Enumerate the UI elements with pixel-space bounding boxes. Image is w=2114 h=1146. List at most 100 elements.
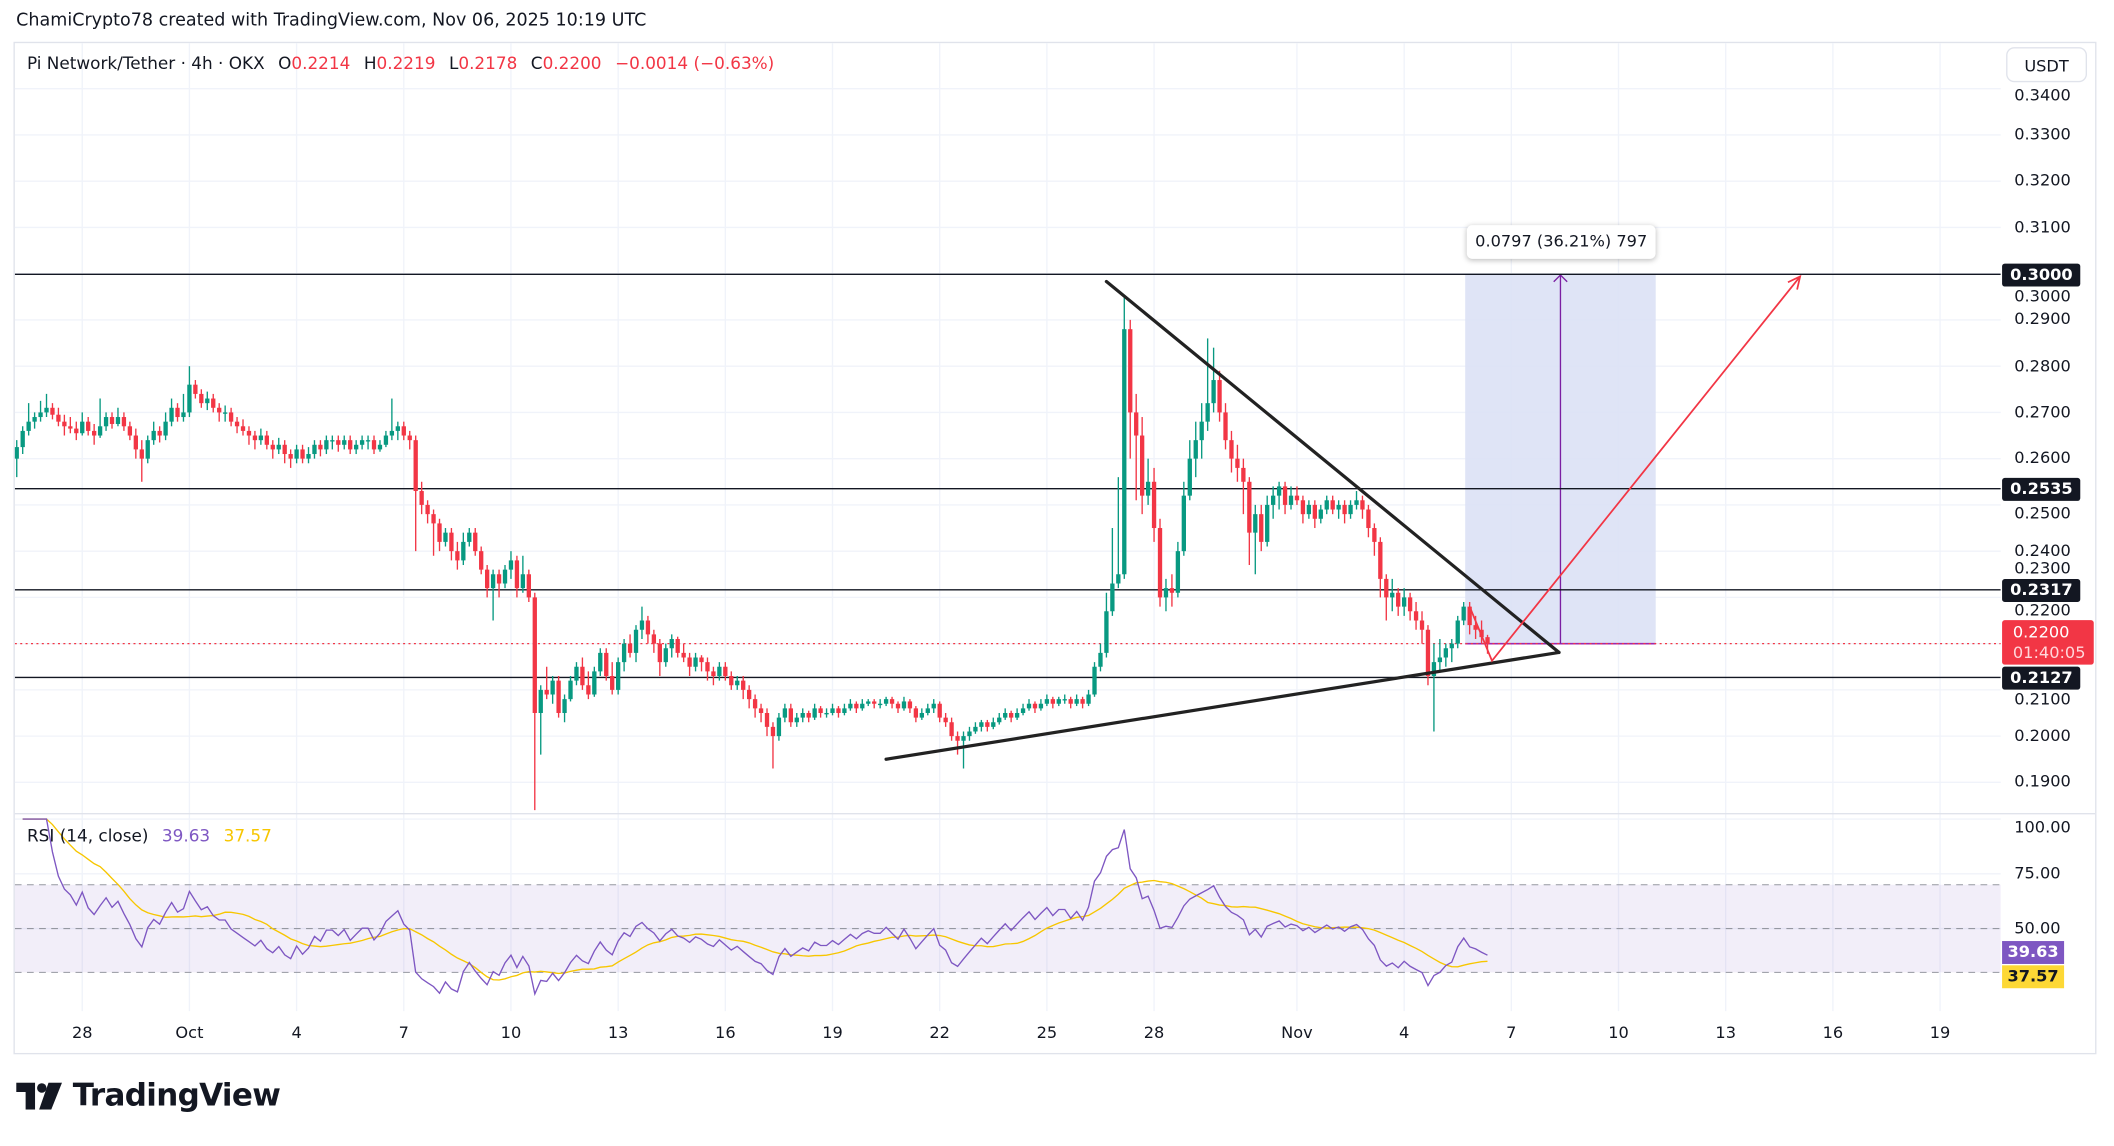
candle [1360,495,1365,519]
candle [872,699,877,709]
candle [562,694,567,723]
candle [1098,643,1103,672]
candle [729,671,734,690]
candle [580,657,585,690]
candle [407,430,412,450]
candle-body [794,717,799,723]
candle [288,449,293,468]
candle-body [193,384,198,394]
candle-body [717,666,722,677]
time-tick-label: 4 [291,1023,302,1043]
candle [14,440,19,478]
candle [294,444,299,464]
candle-body [413,440,418,492]
candle-body [1128,329,1133,413]
candle-body [431,514,436,524]
candle-body [306,454,311,459]
price-tick-label: 0.3300 [2014,124,2071,144]
candle [312,440,317,459]
candle-body [812,708,817,718]
candle [68,417,73,434]
candle-body [407,435,412,441]
candle-body [455,551,460,561]
candle [1378,537,1383,598]
candle [490,569,496,621]
candle-body [1265,504,1270,542]
logo-text: TradingView [72,1078,281,1114]
candle-body [145,440,150,459]
candle [479,546,484,575]
candle-body [133,435,138,450]
candle [812,703,817,720]
candle [1157,518,1163,607]
candle [651,629,657,653]
candle-body [1431,662,1437,677]
chart-frame [13,41,2097,1055]
candle-body [770,726,776,737]
candle [44,393,49,418]
candle [502,565,508,589]
candle [449,528,454,561]
candle [342,435,347,450]
candle-body [961,736,966,741]
price-tick-label: 0.3400 [2014,85,2071,105]
rsi-ma-value: 37.57 [223,825,272,846]
candle [645,615,651,644]
candle [353,440,359,455]
level-price-badge: 0.2535 [2002,477,2081,501]
candle [26,403,31,436]
candle [961,731,966,769]
candle-body [699,657,704,663]
candle-body [32,417,37,422]
time-tick-label: 16 [1822,1023,1844,1043]
candle-body [1217,380,1222,413]
candle [425,500,430,524]
currency-button[interactable]: USDT [2006,47,2088,83]
time-tick-label: 19 [1929,1023,1951,1043]
candle [979,719,984,732]
candle-body [342,440,347,445]
candle [639,606,645,640]
candle-body [318,444,323,450]
candle [615,657,621,695]
time-tick-label: 13 [1715,1023,1736,1043]
candle [228,407,234,427]
candle [1199,403,1204,459]
measure-label[interactable]: 0.0797 (36.21%) 797 [1466,225,1656,259]
price-tick-label: 0.2000 [2014,726,2071,745]
projection-arrowhead [1787,274,1802,290]
candle-body [1110,583,1115,612]
candle [621,639,627,672]
rsi-pane [14,818,2001,997]
candle [1223,403,1228,450]
candle-body [574,666,579,681]
candle-body [758,708,764,713]
candle [985,719,990,732]
candle-body [1008,712,1014,718]
candle [895,701,901,713]
time-tick-label: 10 [1608,1023,1629,1043]
candle [514,555,520,598]
candle [175,403,180,422]
candle [681,643,686,663]
symbol-title[interactable]: Pi Network/Tether · 4h · OKX [26,52,265,73]
candle [866,699,871,707]
candle-body [973,726,978,732]
candle [97,398,103,438]
candle [187,366,192,418]
candle-body [496,574,502,584]
candle [883,696,889,707]
candle-body [854,703,859,709]
candle-body [395,426,400,431]
candle [91,423,97,445]
rsi-title[interactable]: RSI (14, close) [26,825,149,846]
candle-body [359,440,365,445]
tradingview-logo[interactable]: TradingView [16,1078,281,1114]
time-tick-label: 28 [1143,1023,1165,1043]
candle-body [240,426,246,431]
candle-body [1443,648,1448,658]
candle-body [1145,481,1151,496]
candle-body [187,384,192,413]
time-tick-label: 28 [71,1023,93,1043]
